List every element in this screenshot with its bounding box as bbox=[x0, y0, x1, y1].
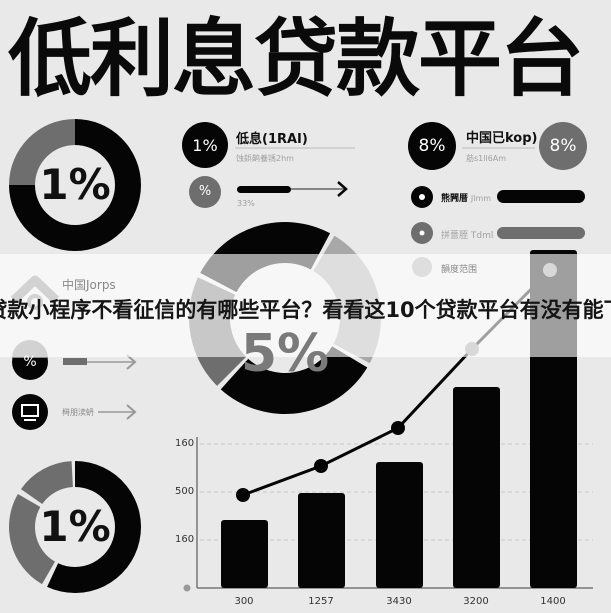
x-tick: 3200 bbox=[463, 596, 489, 607]
page-title: 低利息贷款平台 bbox=[8, 10, 584, 108]
row-label: 榯朋渎蚒 bbox=[62, 408, 94, 417]
badge-left: 8% bbox=[418, 136, 446, 156]
progress-fill bbox=[63, 358, 87, 365]
arrow-right-icon bbox=[337, 181, 348, 197]
donut-center-label: 5% bbox=[240, 324, 330, 384]
badge-right: 8% bbox=[549, 136, 577, 156]
y-tick: 160 bbox=[175, 534, 195, 545]
donut-segment bbox=[20, 461, 73, 505]
donut-segment bbox=[47, 461, 141, 593]
progress-fill bbox=[237, 186, 291, 193]
monitor-icon bbox=[21, 404, 39, 421]
origin-dot bbox=[183, 584, 191, 592]
chart-bar bbox=[453, 387, 500, 588]
donut-segment bbox=[220, 346, 368, 415]
row-bar bbox=[497, 190, 585, 203]
chart-bar bbox=[298, 493, 345, 588]
subtext: 蚀鋲鹋養駂2hm bbox=[236, 154, 294, 163]
chart-point bbox=[236, 488, 250, 502]
arrow-right-icon bbox=[126, 404, 137, 420]
row-bar bbox=[497, 227, 585, 239]
badge-circle bbox=[182, 122, 228, 168]
progress-label: 33% bbox=[237, 199, 255, 208]
donut-segment bbox=[9, 119, 75, 185]
chart-point bbox=[314, 459, 328, 473]
arrow-right-icon bbox=[126, 354, 137, 370]
donut-segment bbox=[8, 494, 56, 585]
heading-left: 中国Jorps bbox=[62, 278, 116, 292]
overlay-banner: 信贷款小程序不看征信的有哪些平台？看看这10个贷款平台有没有能下款 bbox=[0, 254, 611, 357]
badge-1: 1% bbox=[192, 136, 218, 155]
y-tick: 160 bbox=[175, 438, 195, 449]
badge-percent: % bbox=[198, 184, 212, 199]
bar-line-chart bbox=[183, 250, 593, 592]
x-tick: 1400 bbox=[540, 596, 566, 607]
row-label: 熊闁厝 Jlmm bbox=[441, 194, 492, 204]
subtext: 荕s1ll6Am bbox=[466, 154, 507, 163]
heading-china: 中国已kop) bbox=[466, 131, 538, 146]
banner-headline[interactable]: 信贷款小程序不看征信的有哪些平台？看看这10个贷款平台有没有能下款 bbox=[0, 298, 611, 322]
x-tick: 3430 bbox=[386, 596, 412, 607]
x-tick: 1257 bbox=[308, 596, 334, 607]
donut-top-label: 1% bbox=[39, 160, 111, 209]
chart-bar bbox=[221, 520, 268, 588]
row-label: 韻度范围 bbox=[441, 265, 478, 275]
chart-point bbox=[391, 421, 405, 435]
x-tick: 300 bbox=[234, 596, 254, 607]
donut-segment bbox=[9, 119, 141, 251]
y-tick: 500 bbox=[175, 486, 195, 497]
monitor-circle bbox=[12, 394, 48, 430]
chart-bar bbox=[376, 462, 423, 588]
donut-bottom-label: 1% bbox=[39, 502, 111, 551]
row-label: 拼薏胵 Tdml bbox=[441, 231, 494, 241]
badge-circle-gray bbox=[539, 122, 587, 170]
percent-circle bbox=[189, 176, 221, 208]
badge-percent: % bbox=[23, 354, 37, 370]
badge-circle bbox=[408, 122, 456, 170]
heading-low-interest: 低息(1RAI) bbox=[236, 132, 308, 147]
